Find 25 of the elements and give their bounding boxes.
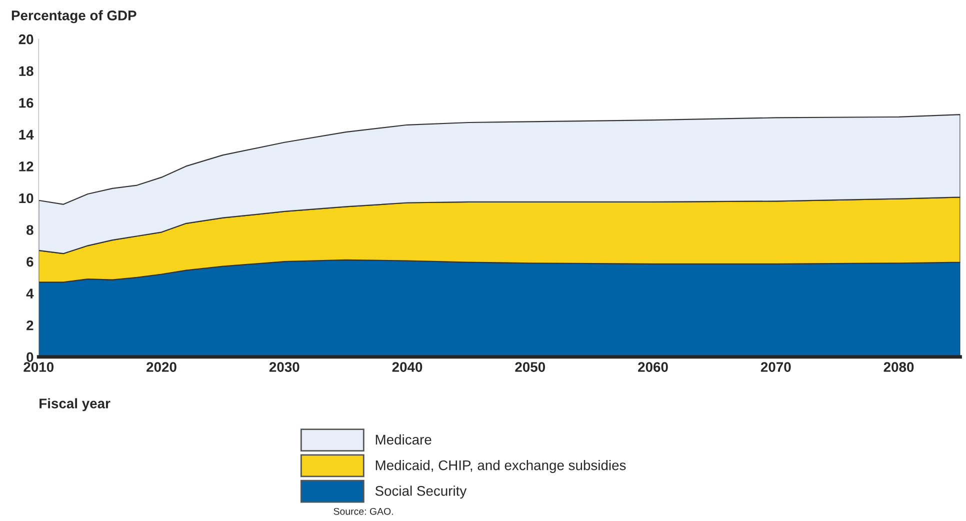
x-tick-label: 2020 (146, 362, 176, 372)
y-tick-label: 14 (19, 130, 34, 140)
y-tick-label: 20 (18, 34, 34, 44)
x-axis-title: Fiscal year (40, 398, 110, 412)
x-tick-label: 2080 (884, 362, 914, 372)
source-note: Source: GAO. (334, 508, 393, 515)
legend-label: Medicaid, CHIP, and exchange subsidies (376, 460, 626, 473)
y-tick-label: 6 (26, 256, 34, 267)
legend-label: Social Security (375, 486, 467, 499)
x-tick-label: 2070 (760, 362, 791, 372)
y-tick-label: 2 (26, 320, 34, 330)
x-tick-label: 2030 (269, 362, 300, 372)
y-tick-label: 4 (26, 288, 34, 298)
x-tick-label: 2040 (392, 362, 422, 372)
y-tick-label: 10 (19, 193, 34, 204)
y-tick-label: 18 (19, 66, 34, 76)
y-axis-title: Percentage of GDP (12, 10, 136, 24)
y-tick-label: 16 (19, 98, 34, 108)
legend-label: Medicare (376, 434, 432, 445)
y-tick-label: 12 (19, 162, 34, 172)
x-tick-label: 2010 (24, 362, 54, 372)
y-tick-label: 8 (26, 225, 34, 235)
y-tick-label: 0 (26, 352, 34, 362)
x-tick-label: 2060 (638, 362, 668, 372)
x-tick-label: 2050 (515, 362, 546, 372)
